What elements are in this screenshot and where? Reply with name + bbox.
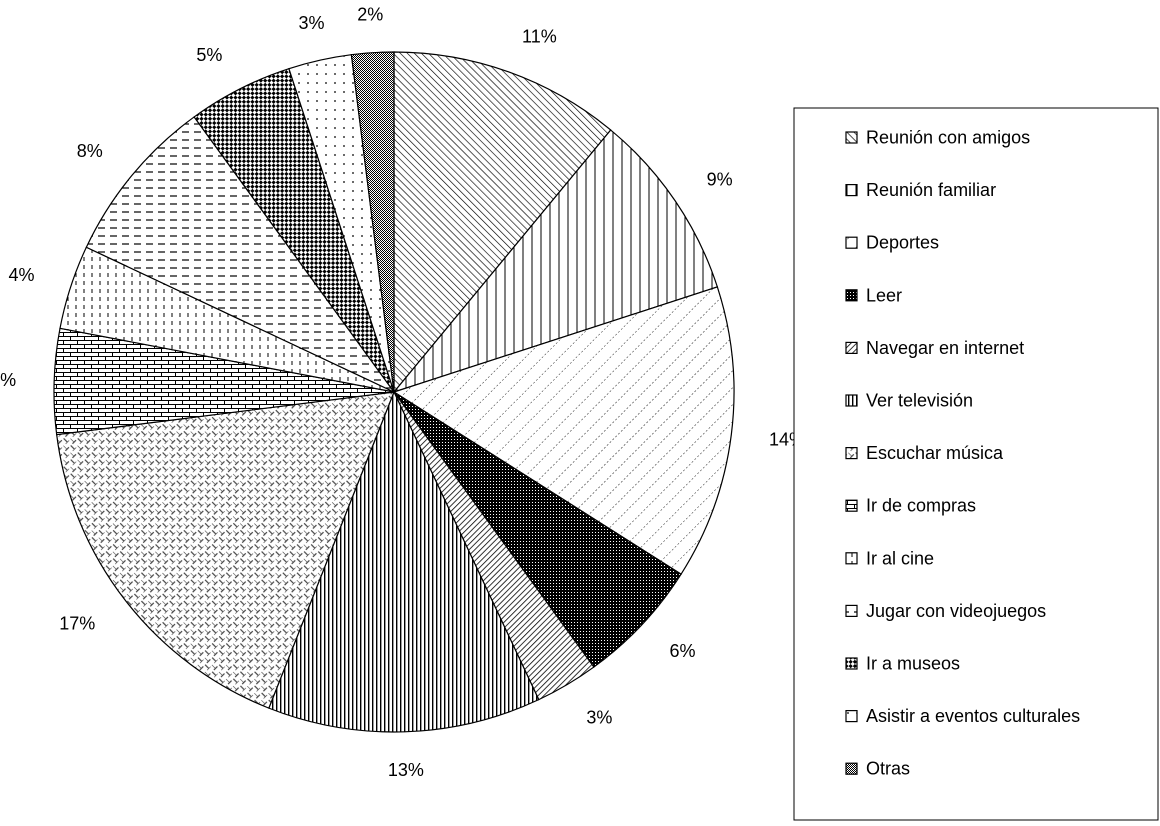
legend: Reunión con amigos Reunión familiar Deport… <box>793 107 1159 821</box>
legend-item-reunion-familiar: Reunión familiar <box>845 180 996 200</box>
legend-label-navegar-en-internet: Navegar en internet <box>866 338 1024 358</box>
legend-items: Reunión con amigos Reunión familiar Deport… <box>845 128 1080 779</box>
legend-label-asistir-a-eventos-culturales: Asistir a eventos culturales <box>866 706 1080 726</box>
data-label-escuchar-musica: 17% <box>59 614 95 634</box>
legend-swatch-jugar-con-videojuegos <box>845 604 858 618</box>
legend-swatch-otras <box>845 762 858 775</box>
legend-swatch-deportes <box>845 236 858 249</box>
legend-label-deportes: Deportes <box>866 233 939 253</box>
legend-swatch-escuchar-musica <box>845 447 858 460</box>
legend-item-otras: Otras <box>845 759 910 779</box>
legend-item-ir-al-cine: Ir al cine <box>845 548 934 568</box>
data-label-ver-television: 13% <box>388 760 424 780</box>
legend-label-ir-al-cine: Ir al cine <box>866 548 934 568</box>
pie-slice-reunion-familiar <box>392 129 719 394</box>
pie-slice-jugar-con-videojuegos <box>85 116 395 393</box>
legend-label-reunion-familiar: Reunión familiar <box>866 180 996 200</box>
legend-label-jugar-con-videojuegos: Jugar con videojuegos <box>866 601 1046 621</box>
data-label-leer: 6% <box>670 641 696 661</box>
legend-swatch-reunion-familiar <box>845 184 858 197</box>
legend-swatch-navegar-en-internet <box>845 341 858 354</box>
legend-label-ver-television: Ver televisión <box>866 391 973 411</box>
legend-frame <box>793 107 1159 821</box>
pie-slice-deportes <box>392 286 735 576</box>
data-label-asistir-a-eventos-culturales: 3% <box>299 13 325 33</box>
legend-item-ir-a-museos: Ir a museos <box>845 654 960 674</box>
pie-data-labels: 11%9%14%6%3%13%17%5%4%8%5%3%2% <box>0 5 805 780</box>
legend-label-leer: Leer <box>866 285 902 305</box>
pie-slice-escuchar-musica <box>56 391 395 709</box>
data-label-otras: 2% <box>357 5 383 25</box>
legend-swatch-ir-a-museos <box>845 657 858 670</box>
legend-item-jugar-con-videojuegos: Jugar con videojuegos <box>845 601 1046 621</box>
legend-swatch-asistir-a-eventos-culturales <box>845 709 858 723</box>
legend-swatch-leer <box>845 289 858 302</box>
legend-swatch-ver-television <box>845 394 858 407</box>
legend-label-escuchar-musica: Escuchar música <box>866 443 1004 463</box>
legend-label-reunion-con-amigos: Reunión con amigos <box>866 128 1030 148</box>
data-label-ir-al-cine: 4% <box>8 265 34 285</box>
legend-label-otras: Otras <box>866 759 910 779</box>
legend-item-asistir-a-eventos-culturales: Asistir a eventos culturales <box>845 706 1080 726</box>
legend-item-navegar-en-internet: Navegar en internet <box>845 338 1024 358</box>
legend-item-reunion-con-amigos: Reunión con amigos <box>845 128 1030 148</box>
legend-item-ver-television: Ver televisión <box>845 391 973 411</box>
data-label-navegar-en-internet: 3% <box>586 707 612 727</box>
pie-slice-ver-television <box>268 390 540 733</box>
pie-slices <box>53 51 735 733</box>
data-label-ir-a-museos: 5% <box>196 45 222 65</box>
legend-item-leer: Leer <box>845 285 902 305</box>
legend-swatch-ir-de-compras <box>845 499 858 512</box>
pie-slice-otras <box>350 51 395 393</box>
pie-slice-leer <box>393 391 682 668</box>
data-label-jugar-con-videojuegos: 8% <box>77 141 103 161</box>
legend-item-escuchar-musica: Escuchar música <box>845 443 1004 463</box>
legend-swatch-reunion-con-amigos <box>845 131 858 144</box>
data-label-reunion-con-amigos: 11% <box>522 26 557 46</box>
legend-swatch-ir-al-cine <box>845 552 858 565</box>
pie-slice-reunion-con-amigos <box>393 51 612 394</box>
legend-label-ir-a-museos: Ir a museos <box>866 654 960 674</box>
legend-item-deportes: Deportes <box>845 233 939 253</box>
legend-label-ir-de-compras: Ir de compras <box>866 496 976 516</box>
data-label-reunion-familiar: 9% <box>707 170 733 190</box>
legend-item-ir-de-compras: Ir de compras <box>845 496 976 516</box>
data-label-ir-de-compras: 5% <box>0 370 16 390</box>
